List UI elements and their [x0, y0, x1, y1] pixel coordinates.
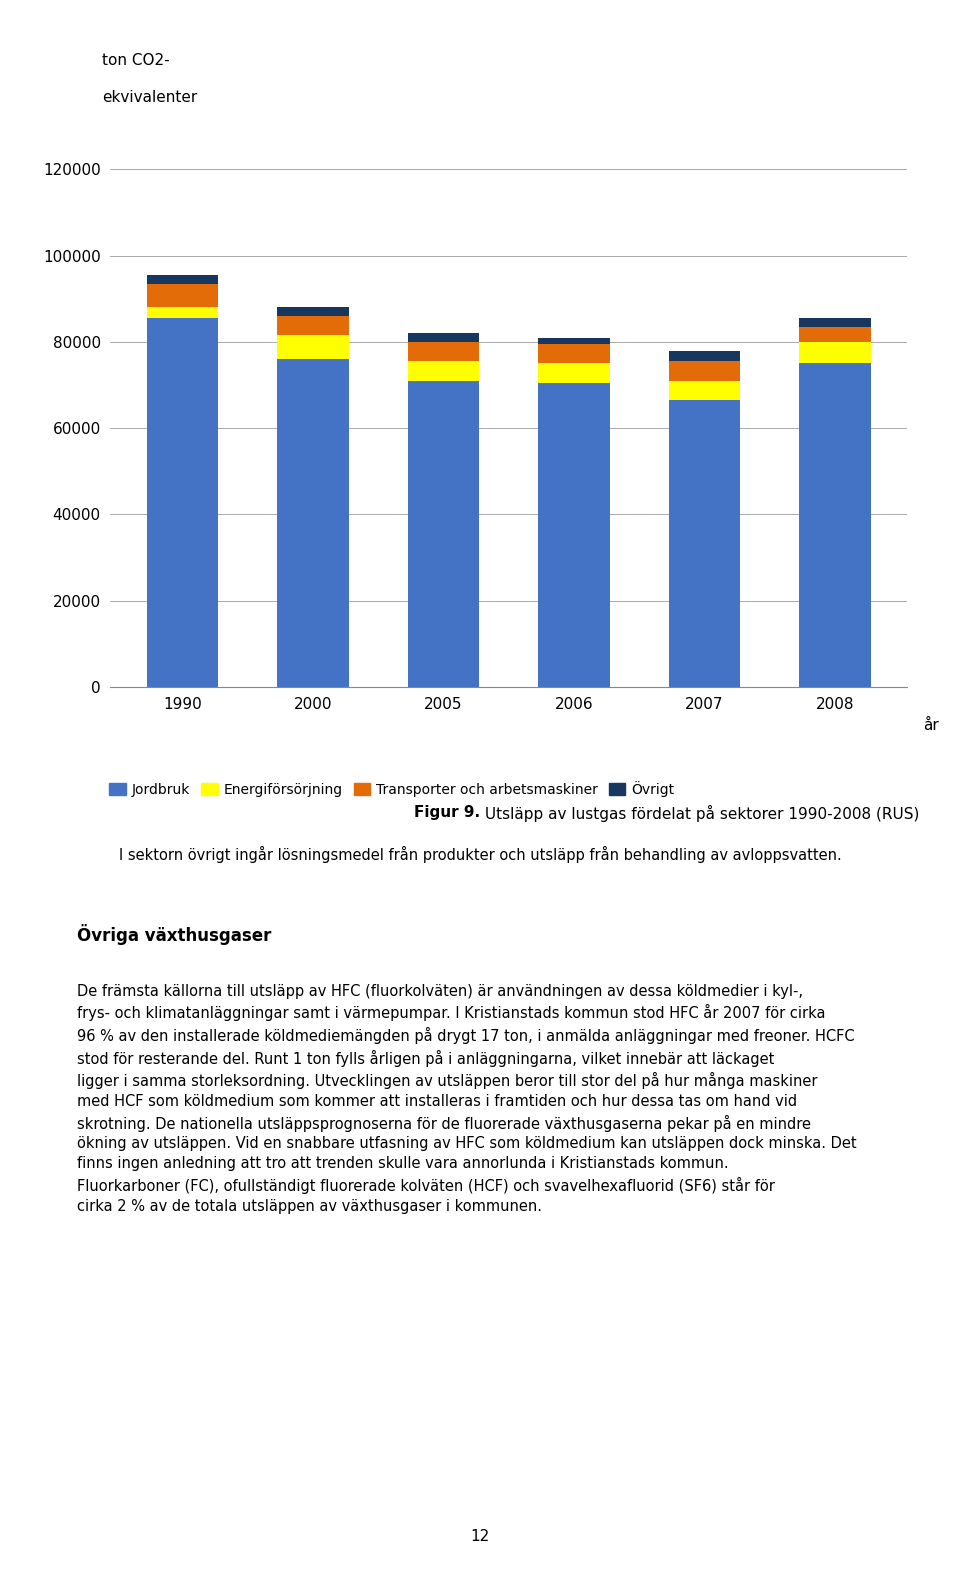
Bar: [669, 381, 740, 399]
Legend: Jordbruk, Energiförsörjning, Transporter och arbetsmaskiner, Övrigt: Jordbruk, Energiförsörjning, Transporter…: [109, 780, 674, 797]
Bar: [669, 362, 740, 381]
Text: år: år: [924, 718, 939, 733]
Bar: [408, 381, 479, 687]
Bar: [539, 382, 610, 687]
Bar: [147, 275, 219, 284]
Text: Övriga växthusgaser: Övriga växthusgaser: [77, 924, 271, 944]
Bar: [669, 399, 740, 687]
Bar: [539, 363, 610, 382]
Text: Utsläpp av lustgas fördelat på sektorer 1990-2008 (RUS): Utsläpp av lustgas fördelat på sektorer …: [480, 805, 920, 823]
Text: I sektorn övrigt ingår lösningsmedel från produkter och utsläpp från behandling : I sektorn övrigt ingår lösningsmedel frå…: [119, 846, 841, 864]
Text: 12: 12: [470, 1530, 490, 1544]
Text: ton CO2-: ton CO2-: [103, 54, 170, 68]
Bar: [799, 319, 871, 327]
Bar: [539, 344, 610, 363]
Bar: [147, 284, 219, 308]
Bar: [408, 362, 479, 381]
Bar: [669, 351, 740, 362]
Text: De främsta källorna till utsläpp av HFC (fluorkolväten) är användningen av dessa: De främsta källorna till utsläpp av HFC …: [77, 984, 856, 1214]
Bar: [277, 335, 348, 358]
Bar: [799, 327, 871, 343]
Bar: [277, 308, 348, 316]
Bar: [277, 358, 348, 687]
Bar: [277, 316, 348, 335]
Bar: [408, 343, 479, 362]
Text: Figur 9.: Figur 9.: [414, 805, 480, 820]
Bar: [539, 338, 610, 344]
Bar: [799, 363, 871, 687]
Bar: [147, 319, 219, 687]
Bar: [147, 308, 219, 319]
Bar: [799, 343, 871, 363]
Text: ekvivalenter: ekvivalenter: [103, 90, 198, 104]
Bar: [408, 333, 479, 343]
